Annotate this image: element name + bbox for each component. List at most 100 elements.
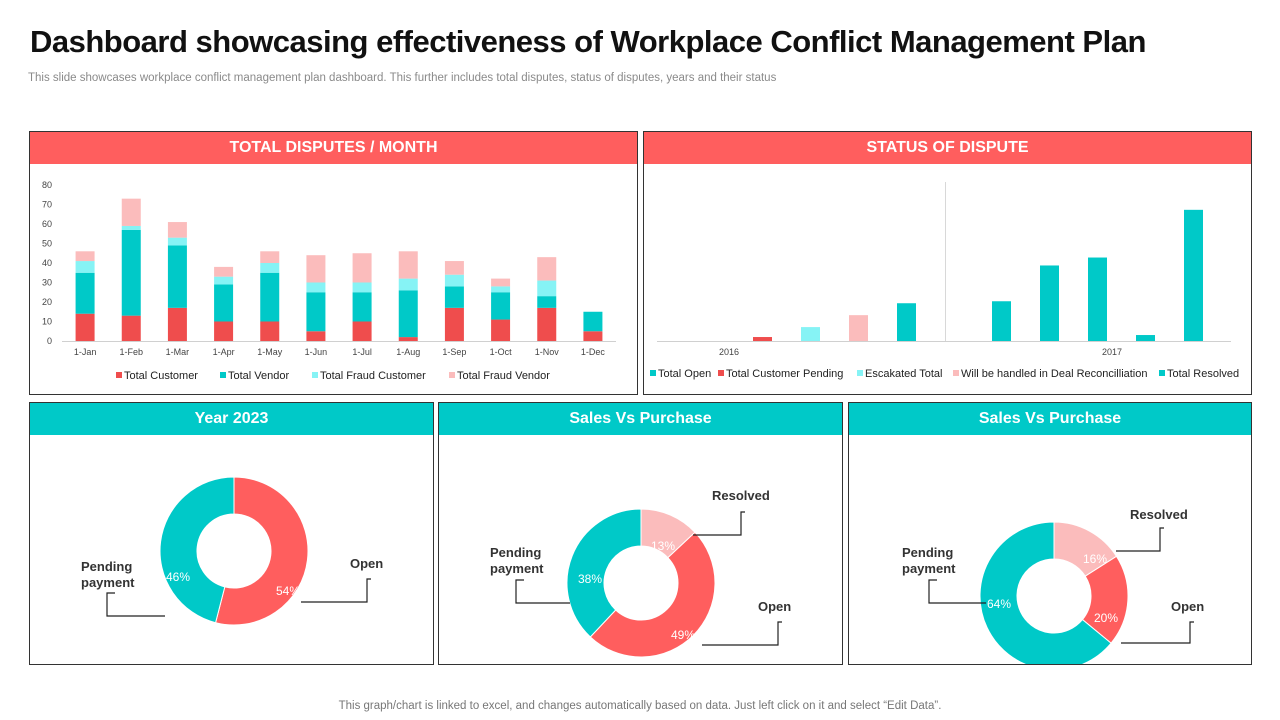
legend-swatch	[718, 370, 724, 376]
callout-leader	[1121, 621, 1194, 644]
donut-slice	[159, 476, 235, 624]
bar-segment	[491, 319, 511, 341]
legend-label: Total Fraud Vendor	[457, 370, 550, 382]
slice-pct-label: 16%	[1083, 552, 1107, 566]
legend-swatch	[953, 370, 959, 376]
bar	[849, 315, 868, 341]
bar-segment	[444, 286, 464, 308]
slice-pct-label: 49%	[671, 628, 695, 642]
status-chart[interactable]: 2016 2017 Total Open Total Customer Pending…	[644, 164, 1251, 394]
bar-segment	[306, 282, 326, 293]
bar-segment	[352, 253, 372, 283]
y-tick-label: 70	[42, 200, 52, 210]
bar	[1040, 265, 1059, 341]
bar-segment	[444, 261, 464, 275]
legend-swatch	[449, 372, 455, 378]
y-tick-label: 10	[42, 317, 52, 327]
callout-label: Pending payment	[81, 559, 135, 590]
callout-label: Open	[1171, 599, 1204, 614]
callout-leader	[928, 579, 986, 604]
bar-segment	[306, 331, 326, 341]
bar-segment	[537, 280, 557, 297]
callout-label-line: payment	[81, 575, 135, 590]
callout-leader	[693, 511, 745, 536]
sales-panel-2: Sales Vs Purchase 16% 20% 64% Resolved Open P…	[848, 402, 1252, 665]
callout-label: Pending payment	[490, 545, 544, 576]
group-label: 2017	[1102, 347, 1122, 357]
bar	[801, 327, 820, 341]
legend-label: Total Customer Pending	[726, 368, 843, 380]
slice-pct-label: 20%	[1094, 611, 1118, 625]
sales-panel-1: Sales Vs Purchase 13% 49% 38% Resolved Open P…	[438, 402, 843, 665]
group-label: 2016	[719, 347, 739, 357]
bar	[992, 301, 1011, 341]
sales-donut-chart-2[interactable]: 16% 20% 64% Resolved Open Pending payment	[849, 435, 1251, 664]
y-tick-label: 0	[47, 336, 52, 346]
disputes-chart[interactable]: 0 10 20 30 40 50 60 70 80 1-Jan 1-Feb 1-Mar 1-Apr 1-M…	[30, 164, 637, 394]
bar	[1184, 209, 1203, 341]
donut-slice	[566, 508, 642, 638]
callout-leader	[1116, 527, 1164, 552]
y-tick-label: 50	[42, 239, 52, 249]
sales-panel-1-title: Sales Vs Purchase	[439, 403, 842, 435]
legend-swatch	[312, 372, 318, 378]
bar-segment	[491, 278, 511, 287]
legend-swatch	[1159, 370, 1165, 376]
y-tick-label: 20	[42, 297, 52, 307]
disputes-panel-title: TOTAL DISPUTES / MONTH	[30, 132, 637, 164]
bar-segment	[167, 307, 187, 341]
x-tick-label: 1-Feb	[119, 347, 143, 357]
callout-leader	[702, 621, 782, 646]
bar-segment	[537, 257, 557, 281]
legend-label: Total Resolved	[1167, 368, 1239, 380]
bar-segment	[352, 282, 372, 293]
slice-pct-label: 38%	[578, 572, 602, 586]
bar-segment	[121, 315, 141, 341]
callout-leader	[106, 592, 165, 617]
bar-segment	[260, 263, 280, 273]
sales-donut-chart-1[interactable]: 13% 49% 38% Resolved Open Pending payment	[439, 435, 842, 664]
callout-label-line: Resolved	[1130, 507, 1188, 522]
callout-label-line: payment	[902, 561, 956, 576]
bar-segment	[260, 321, 280, 341]
callout-label-line: Pending	[902, 545, 953, 560]
footer-note: This graph/chart is linked to excel, and…	[338, 700, 942, 712]
bar	[897, 303, 916, 341]
bar-segment	[214, 276, 234, 285]
legend-label: Total Open	[658, 368, 711, 380]
callout-leader	[301, 578, 371, 603]
x-tick-label: 1-Jul	[352, 347, 372, 357]
bar-segment	[121, 225, 141, 230]
bar-segment	[306, 255, 326, 283]
bar-segment	[398, 337, 418, 341]
legend-label: Escakated Total	[865, 368, 942, 380]
status-panel: STATUS OF DISPUTE 2016 2017 Total Open Tota…	[643, 131, 1252, 395]
x-tick-label: 1-Aug	[396, 347, 420, 357]
donut-slice	[589, 531, 716, 658]
y-tick-label: 60	[42, 219, 52, 229]
x-tick-label: 1-May	[257, 347, 283, 357]
x-tick-label: 1-Oct	[490, 347, 513, 357]
slice-pct-label: 46%	[166, 570, 190, 584]
callout-label-line: Pending	[490, 545, 541, 560]
bar-segment	[214, 266, 234, 277]
slice-pct-label: 13%	[651, 539, 675, 553]
donut-slice	[214, 476, 309, 626]
bar-segment	[352, 292, 372, 322]
callout-label-line: Open	[758, 599, 791, 614]
status-panel-title: STATUS OF DISPUTE	[644, 132, 1251, 164]
legend-swatch	[857, 370, 863, 376]
legend-label: Will be handled in Deal Reconcilliation	[961, 368, 1148, 380]
x-tick-label: 1-Mar	[166, 347, 190, 357]
sales-panel-2-title: Sales Vs Purchase	[849, 403, 1251, 435]
year-panel-title: Year 2023	[30, 403, 433, 435]
bar-segment	[398, 278, 418, 291]
bar-segment	[352, 321, 372, 341]
bar	[753, 337, 772, 341]
bar-segment	[583, 311, 603, 332]
legend-label: Total Customer	[124, 370, 198, 382]
x-tick-label: 1-Dec	[581, 347, 606, 357]
slice-pct-label: 54%	[276, 584, 300, 598]
